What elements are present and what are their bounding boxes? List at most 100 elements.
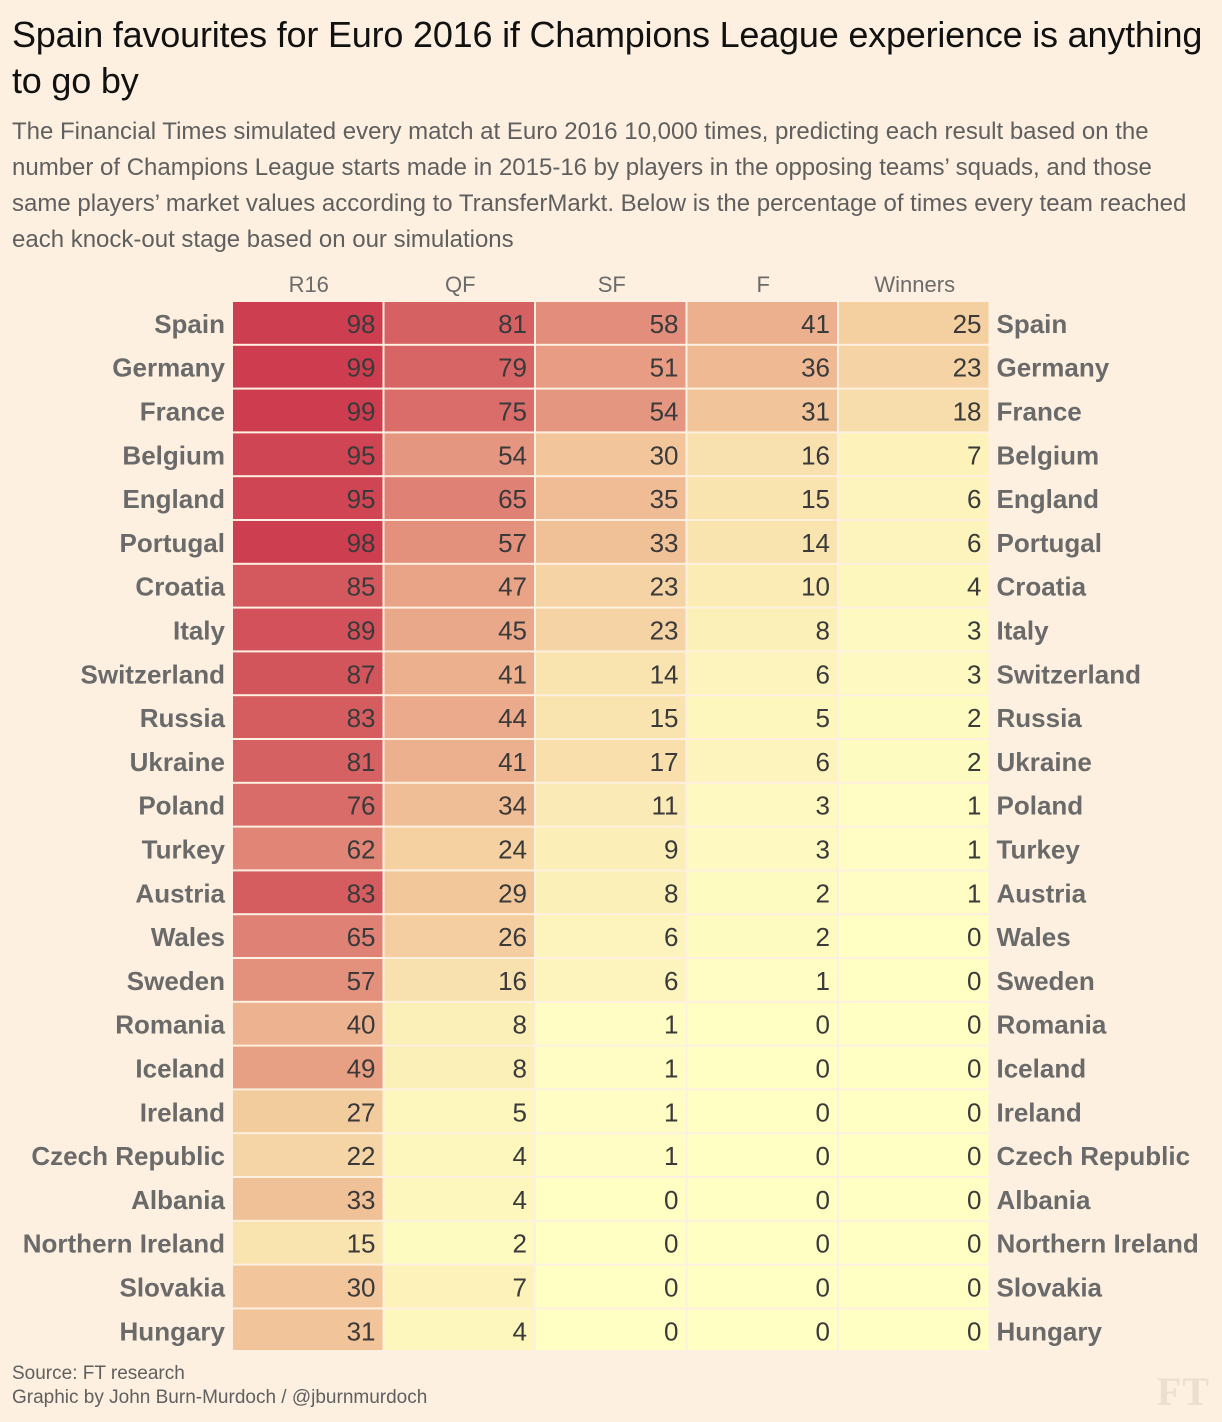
cell-value: 2 (967, 747, 981, 777)
row-label-right-croatia: Croatia (997, 572, 1087, 602)
row-label-france: France (140, 397, 225, 427)
heat-cell (233, 433, 383, 476)
source-note: Source: FT research Graphic by John Burn… (12, 1362, 427, 1410)
heat-cell (687, 1090, 837, 1133)
row-label-right-wales: Wales (997, 922, 1071, 952)
heat-cell (687, 827, 837, 870)
cell-value: 0 (967, 1229, 981, 1259)
cell-value: 95 (347, 440, 376, 470)
cell-value: 62 (347, 835, 376, 865)
cell-value: 41 (498, 659, 527, 689)
heat-cell (687, 696, 837, 738)
heat-cell (384, 652, 534, 695)
heat-cell (233, 1046, 383, 1089)
heat-cell (233, 302, 383, 344)
source-line: Source: FT research (12, 1363, 185, 1384)
cell-value: 33 (347, 1185, 376, 1215)
cell-value: 54 (650, 397, 679, 427)
row-label-right-russia: Russia (997, 703, 1083, 733)
cell-value: 34 (498, 791, 527, 821)
heat-cell (687, 1265, 837, 1308)
row-label-northern-ireland: Northern Ireland (23, 1229, 225, 1259)
heat-cell (839, 1046, 989, 1089)
column-header-sf: SF (598, 272, 626, 297)
heat-cell (384, 1178, 534, 1220)
cell-value: 6 (816, 659, 830, 689)
cell-value: 16 (498, 966, 527, 996)
cell-value: 98 (347, 528, 376, 558)
cell-value: 47 (498, 572, 527, 602)
cell-value: 1 (664, 1097, 678, 1127)
heat-cell (384, 915, 534, 957)
cell-value: 8 (816, 616, 830, 646)
heat-cell (839, 345, 989, 388)
column-header-qf: QF (445, 272, 476, 297)
row-label-right-slovakia: Slovakia (997, 1273, 1103, 1303)
heat-cell (233, 1265, 383, 1308)
row-label-ireland: Ireland (140, 1097, 225, 1127)
heat-cell (687, 740, 837, 782)
heat-cell (839, 1265, 989, 1308)
heat-cell (687, 1134, 837, 1176)
heat-cell (233, 1134, 383, 1176)
heat-cell (839, 871, 989, 914)
heat-cell (233, 740, 383, 782)
cell-value: 1 (967, 791, 981, 821)
heat-cell (536, 740, 686, 782)
cell-value: 57 (347, 966, 376, 996)
heat-cell (233, 652, 383, 695)
heat-cell (233, 564, 383, 607)
cell-value: 65 (347, 922, 376, 952)
heat-cell (687, 433, 837, 476)
cell-value: 7 (967, 440, 981, 470)
heat-cell (384, 1309, 534, 1350)
cell-value: 0 (816, 1010, 830, 1040)
heat-cell (384, 477, 534, 519)
heat-cell (536, 783, 686, 826)
heat-cell (233, 915, 383, 957)
cell-value: 87 (347, 659, 376, 689)
row-label-hungary: Hungary (120, 1316, 226, 1346)
cell-value: 4 (967, 572, 981, 602)
cell-value: 2 (513, 1229, 527, 1259)
row-label-right-belgium: Belgium (997, 440, 1100, 470)
heat-cell (233, 783, 383, 826)
cell-value: 0 (967, 1185, 981, 1215)
cell-value: 6 (664, 966, 678, 996)
heat-cell (233, 1178, 383, 1220)
row-label-russia: Russia (140, 703, 226, 733)
heat-cell (233, 871, 383, 914)
heat-cell (536, 521, 686, 563)
cell-value: 41 (498, 747, 527, 777)
cell-value: 15 (650, 703, 679, 733)
cell-value: 83 (347, 703, 376, 733)
cell-value: 0 (664, 1316, 678, 1346)
heat-cell (536, 1309, 686, 1350)
cell-value: 98 (347, 309, 376, 339)
cell-value: 25 (953, 309, 982, 339)
heat-cell (839, 1221, 989, 1264)
cell-value: 41 (801, 309, 830, 339)
cell-value: 0 (967, 1273, 981, 1303)
heat-cell (536, 1221, 686, 1264)
cell-value: 79 (498, 353, 527, 383)
cell-value: 57 (498, 528, 527, 558)
cell-value: 36 (801, 353, 830, 383)
cell-value: 1 (664, 1010, 678, 1040)
heat-cell (687, 783, 837, 826)
cell-value: 27 (347, 1097, 376, 1127)
cell-value: 76 (347, 791, 376, 821)
cell-value: 89 (347, 616, 376, 646)
cell-value: 4 (513, 1141, 527, 1171)
cell-value: 18 (953, 397, 982, 427)
heat-cell (839, 652, 989, 695)
cell-value: 81 (498, 309, 527, 339)
cell-value: 3 (816, 791, 830, 821)
cell-value: 16 (801, 440, 830, 470)
row-label-right-germany: Germany (997, 353, 1110, 383)
row-label-belgium: Belgium (122, 440, 225, 470)
row-label-albania: Albania (131, 1185, 225, 1215)
cell-value: 17 (650, 747, 679, 777)
cell-value: 0 (967, 966, 981, 996)
